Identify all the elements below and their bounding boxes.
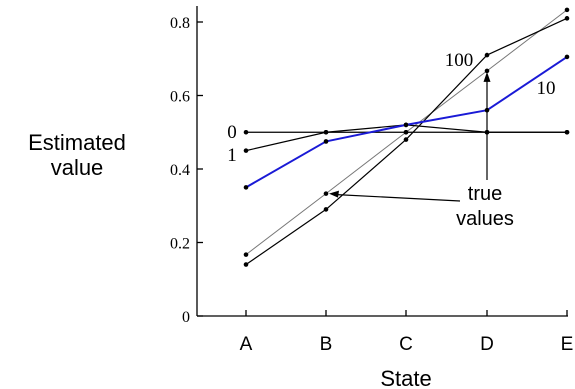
- data-point: [243, 262, 249, 267]
- y-tick-label: 0.8: [170, 15, 190, 32]
- data-point: [564, 16, 570, 21]
- data-point: [564, 7, 570, 13]
- data-point: [403, 129, 409, 135]
- data-point: [403, 137, 409, 142]
- series-label-0: 0: [227, 122, 237, 143]
- series-label-10: 10: [537, 78, 556, 99]
- arrow-to-true-D-head: [483, 71, 491, 82]
- y-axis-label-line1: Estimated: [28, 130, 126, 155]
- series-label-1: 1: [227, 145, 237, 166]
- axes: 0 0.2 0.4 0.6 0.8 A B C D E: [170, 6, 573, 355]
- y-axis-label-line2: value: [51, 155, 104, 180]
- arrow-to-true-B-head: [329, 190, 339, 198]
- data-point: [564, 54, 570, 60]
- data-point: [243, 148, 249, 153]
- true-values-annotation-line1: true: [468, 183, 502, 205]
- x-tick-label: B: [320, 334, 333, 355]
- data-point: [243, 185, 249, 190]
- x-axis-label: State: [380, 366, 431, 389]
- data-point: [564, 129, 570, 135]
- x-tick-label: C: [399, 334, 413, 355]
- y-tick-label: 0.6: [170, 89, 190, 106]
- arrow-to-true-B-shaft: [336, 194, 461, 202]
- labels-layer: Estimated value State 0 1 10 100 true va…: [28, 50, 555, 389]
- data-point: [323, 207, 329, 212]
- data-point: [323, 129, 329, 135]
- data-point: [484, 68, 490, 74]
- series-layer: [243, 7, 570, 267]
- y-tick-label: 0: [182, 309, 190, 326]
- y-tick-label: 0.2: [170, 236, 190, 253]
- x-tick-label: E: [561, 334, 574, 355]
- data-point: [484, 52, 490, 58]
- data-point: [323, 139, 329, 144]
- data-point: [323, 191, 329, 196]
- x-tick-label: A: [240, 334, 253, 355]
- data-point: [403, 122, 409, 128]
- series-label-100: 100: [445, 50, 474, 71]
- x-tick-label: D: [480, 334, 494, 355]
- data-point: [243, 129, 249, 135]
- y-tick-label: 0.4: [170, 162, 190, 179]
- data-point: [243, 252, 249, 257]
- true-values-annotation-line2: values: [456, 208, 514, 230]
- series-line-10: [245, 56, 568, 189]
